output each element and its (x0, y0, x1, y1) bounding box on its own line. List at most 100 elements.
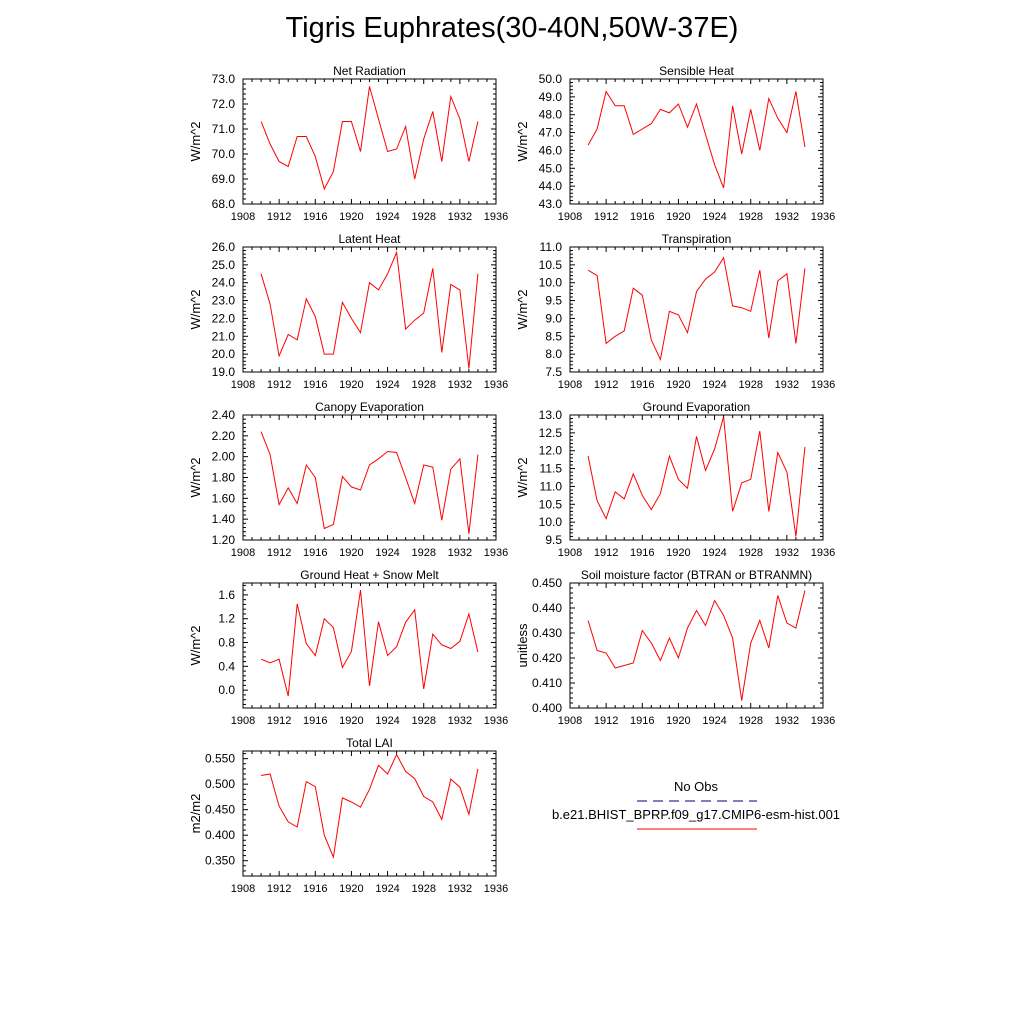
x-tick-label: 1908 (231, 379, 255, 391)
y-tick-label: 68.0 (212, 197, 236, 211)
y-tick-label: 19.0 (212, 365, 236, 379)
chart-panel-9: Total LAI m2/m2 1908 1912 1916 1920 1924 1928 19… (188, 736, 508, 895)
y-tick-label: 1.2 (218, 612, 235, 626)
page-title: Tigris Euphrates(30-40N,50W-37E) (285, 12, 739, 44)
x-tick-label: 1936 (811, 547, 835, 559)
x-tick-label: 1916 (303, 547, 327, 559)
x-tick-label: 1908 (231, 715, 255, 727)
x-tick-label: 1912 (594, 547, 618, 559)
y-axis-label: W/m^2 (515, 121, 530, 161)
x-tick-label: 1912 (267, 715, 291, 727)
plot-frame (242, 414, 497, 541)
x-tick-label: 1920 (666, 379, 690, 391)
panel-title: Latent Heat (338, 232, 401, 246)
plot-frame (242, 582, 497, 709)
x-tick-label: 1912 (267, 211, 291, 223)
y-tick-label: 11.0 (540, 240, 563, 254)
x-tick-label: 1916 (303, 883, 327, 895)
y-tick-label: 24.0 (212, 276, 236, 290)
x-tick-label: 1916 (303, 379, 327, 391)
y-tick-label: 11.5 (540, 462, 563, 476)
x-tick-label: 1920 (339, 547, 363, 559)
panel-title: Sensible Heat (659, 64, 734, 78)
x-tick-label: 1924 (702, 715, 726, 727)
x-tick-label: 1908 (231, 211, 255, 223)
x-tick-label: 1908 (558, 211, 582, 223)
chart-panel-6: Ground Evaporation W/m^2 1908 1912 1916 1920 1… (515, 400, 835, 559)
y-tick-label: 2.40 (212, 408, 236, 422)
panel-title: Total LAI (346, 736, 393, 750)
y-tick-label: 25.0 (212, 258, 236, 272)
panel-title: Ground Heat + Snow Melt (300, 568, 439, 582)
y-tick-label: 1.80 (212, 471, 236, 485)
x-tick-label: 1936 (811, 379, 835, 391)
y-tick-label: 7.5 (545, 365, 562, 379)
y-tick-label: 69.0 (212, 172, 236, 186)
y-tick-label: 2.20 (212, 429, 236, 443)
x-tick-label: 1912 (594, 211, 618, 223)
plot-frame (569, 78, 824, 205)
x-tick-label: 1924 (375, 379, 399, 391)
chart-panel-5: Canopy Evaporation W/m^2 1908 1912 1916 1920 1… (188, 400, 508, 559)
y-tick-label: 1.6 (218, 588, 235, 602)
y-tick-label: 13.0 (539, 408, 563, 422)
y-tick-label: 0.0 (218, 683, 235, 697)
y-tick-label: 2.00 (212, 450, 236, 464)
series-line-model (261, 753, 479, 859)
y-tick-label: 23.0 (212, 294, 236, 308)
plot-frame (569, 414, 824, 541)
series-line-model (260, 431, 479, 534)
y-tick-label: 43.0 (539, 197, 563, 211)
chart-panel-4: Transpiration W/m^2 1908 1912 1916 1920 1924 19… (515, 232, 835, 391)
y-tick-label: 8.0 (545, 347, 562, 361)
x-tick-label: 1912 (267, 379, 291, 391)
chart-panel-7: Ground Heat + Snow Melt W/m^2 1908 1912 1916… (188, 568, 508, 727)
y-tick-label: 26.0 (212, 240, 236, 254)
x-tick-label: 1924 (702, 379, 726, 391)
series-line-model (260, 86, 479, 191)
x-tick-label: 1924 (375, 715, 399, 727)
x-tick-label: 1932 (775, 379, 799, 391)
y-tick-label: 9.0 (545, 311, 562, 325)
x-tick-label: 1932 (448, 379, 472, 391)
y-tick-label: 70.0 (212, 147, 236, 161)
y-axis-label: W/m^2 (188, 121, 203, 161)
x-tick-label: 1916 (630, 547, 654, 559)
x-tick-label: 1916 (630, 715, 654, 727)
y-tick-label: 1.40 (212, 512, 236, 526)
y-axis-label: W/m^2 (515, 457, 530, 497)
x-tick-label: 1932 (775, 715, 799, 727)
plot-frame (242, 246, 497, 373)
y-tick-label: 45.0 (539, 161, 563, 175)
x-tick-label: 1932 (775, 547, 799, 559)
x-tick-label: 1916 (303, 211, 327, 223)
x-tick-label: 1936 (484, 883, 508, 895)
x-tick-label: 1928 (411, 211, 435, 223)
x-tick-label: 1928 (411, 379, 435, 391)
series-line-model (260, 590, 479, 697)
y-tick-label: 20.0 (212, 347, 236, 361)
x-tick-label: 1912 (267, 547, 291, 559)
x-tick-label: 1932 (448, 211, 472, 223)
y-tick-label: 10.0 (539, 276, 563, 290)
x-tick-label: 1936 (811, 211, 835, 223)
x-tick-label: 1920 (666, 715, 690, 727)
x-tick-label: 1928 (411, 547, 435, 559)
x-tick-label: 1912 (594, 379, 618, 391)
x-tick-label: 1932 (775, 211, 799, 223)
x-tick-label: 1916 (303, 715, 327, 727)
y-tick-label: 0.420 (532, 651, 562, 665)
panel-title: Ground Evaporation (643, 400, 750, 414)
series-line-model (587, 416, 806, 537)
x-tick-label: 1920 (339, 715, 363, 727)
x-tick-label: 1924 (702, 211, 726, 223)
x-tick-label: 1916 (630, 379, 654, 391)
panel-title: Transpiration (662, 232, 732, 246)
y-tick-label: 0.500 (205, 777, 235, 791)
plot-frame (569, 246, 824, 373)
y-tick-label: 9.5 (545, 533, 562, 547)
x-tick-label: 1924 (375, 883, 399, 895)
x-tick-label: 1928 (411, 883, 435, 895)
y-tick-label: 71.0 (212, 122, 236, 136)
y-tick-label: 47.0 (539, 126, 563, 140)
